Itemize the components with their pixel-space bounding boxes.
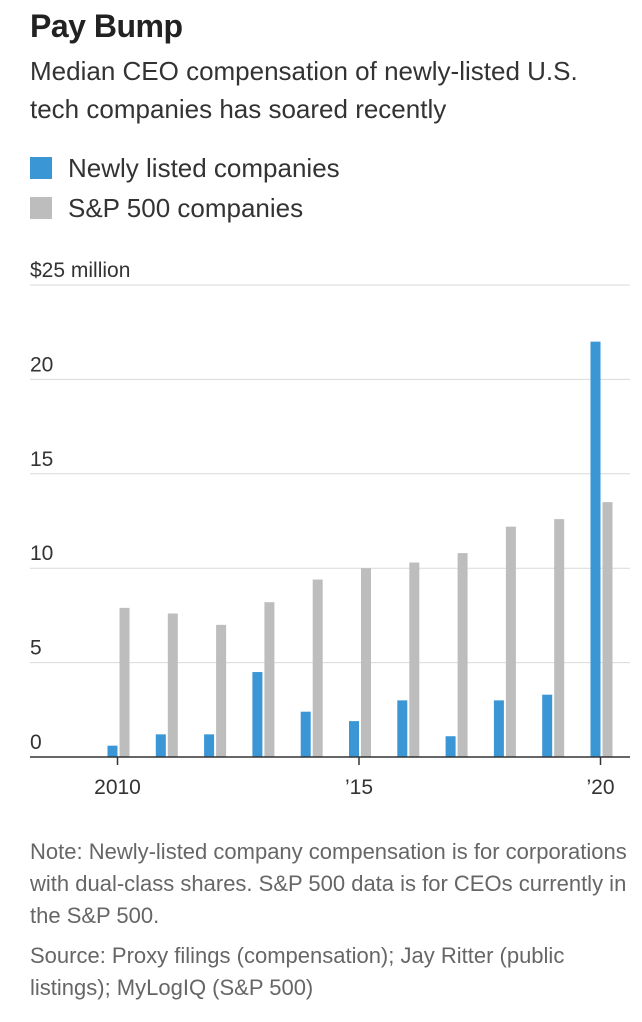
legend-swatch-sp500 [30,197,52,219]
y-tick-label-25: $25 million [30,259,130,282]
bar-newly-listed-2011 [155,734,166,757]
chart-source: Source: Proxy filings (compensation); Ja… [30,943,565,1000]
bar-sp500-2017 [457,553,468,757]
chart-note: Note: Newly-listed company compensation … [30,839,627,928]
y-tick-label-10: 10 [30,542,53,565]
bar-newly-listed-2013 [252,672,263,757]
chart-title: Pay Bump [30,8,183,44]
bar-newly-listed-2015 [349,721,359,757]
bar-newly-listed-2017 [445,736,456,757]
bar-sp500-2018 [505,526,516,757]
legend-item-sp500: S&P 500 companies [30,188,340,228]
bar-newly-listed-2012 [204,734,215,757]
bar-newly-listed-2019 [542,694,553,757]
bar-newly-listed-2018 [493,700,504,757]
bar-sp500-2013 [264,602,275,757]
bar-newly-listed-2010 [107,745,118,757]
bar-newly-listed-2020 [590,341,601,757]
bar-sp500-2015 [361,568,371,757]
y-tick-label-5: 5 [30,637,42,660]
bar-sp500-2020 [602,502,613,757]
bar-sp500-2011 [167,613,178,757]
bar-chart: 0 5 10 15 20 $25 million 2010 ’15 ’20 [30,259,630,799]
x-tick-label-2010: 2010 [94,776,141,799]
y-tick-label-0: 0 [30,731,42,754]
x-tick-label-2020: ’20 [586,776,614,799]
legend-swatch-newly-listed [30,157,52,179]
bar-sp500-2012 [216,624,227,757]
legend-label-newly-listed: Newly listed companies [68,152,340,183]
bar-sp500-2016 [409,562,420,757]
x-tick-label-2015: ’15 [345,776,373,799]
legend-item-newly-listed: Newly listed companies [30,148,340,188]
bar-sp500-2014 [312,579,323,757]
legend-label-sp500: S&P 500 companies [68,192,304,223]
bar-sp500-2019 [554,519,565,757]
legend: Newly listed companies S&P 500 companies [30,148,340,228]
bar-newly-listed-2016 [397,700,408,757]
bar-newly-listed-2014 [300,711,311,757]
bar-sp500-2010 [119,607,130,757]
y-tick-label-15: 15 [30,448,53,471]
y-tick-label-20: 20 [30,353,53,376]
chart-subtitle: Median CEO compensation of newly-listed … [30,56,578,124]
